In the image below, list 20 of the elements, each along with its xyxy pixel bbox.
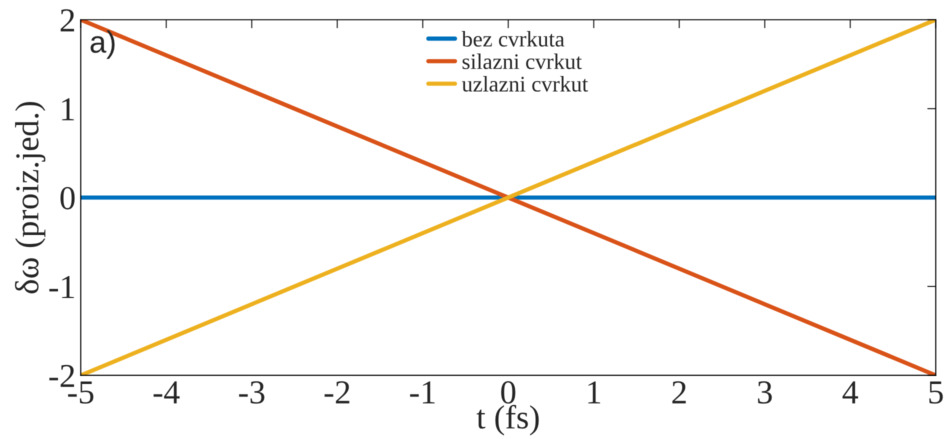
x-tick-label: 5: [929, 382, 943, 404]
y-tick-label: -1: [49, 276, 74, 298]
x-axis-title: t (fs): [476, 404, 539, 436]
y-axis-title: δω (proiz.jed.): [14, 102, 46, 294]
legend-label: uzlazni cvrkut: [462, 76, 588, 92]
x-tick-label: 2: [672, 381, 686, 404]
y-tick-label: 1: [62, 98, 74, 120]
x-tick-label: -2: [324, 381, 350, 404]
x-tick-label: 0: [501, 381, 516, 404]
x-tick-label: 1: [588, 381, 600, 404]
y-tick-label: 2: [60, 9, 74, 32]
x-tick-label: 3: [758, 381, 772, 404]
legend-label: silazni cvrkut: [462, 54, 582, 70]
legend-label: bez cvrkuta: [462, 31, 564, 47]
y-tick-label: 0: [60, 186, 75, 210]
x-tick-label: 4: [842, 381, 858, 404]
annotation: a): [90, 30, 115, 59]
x-tick-label: -3: [239, 381, 264, 404]
x-tick-label: -4: [154, 381, 180, 404]
x-tick-label: -1: [410, 381, 435, 404]
